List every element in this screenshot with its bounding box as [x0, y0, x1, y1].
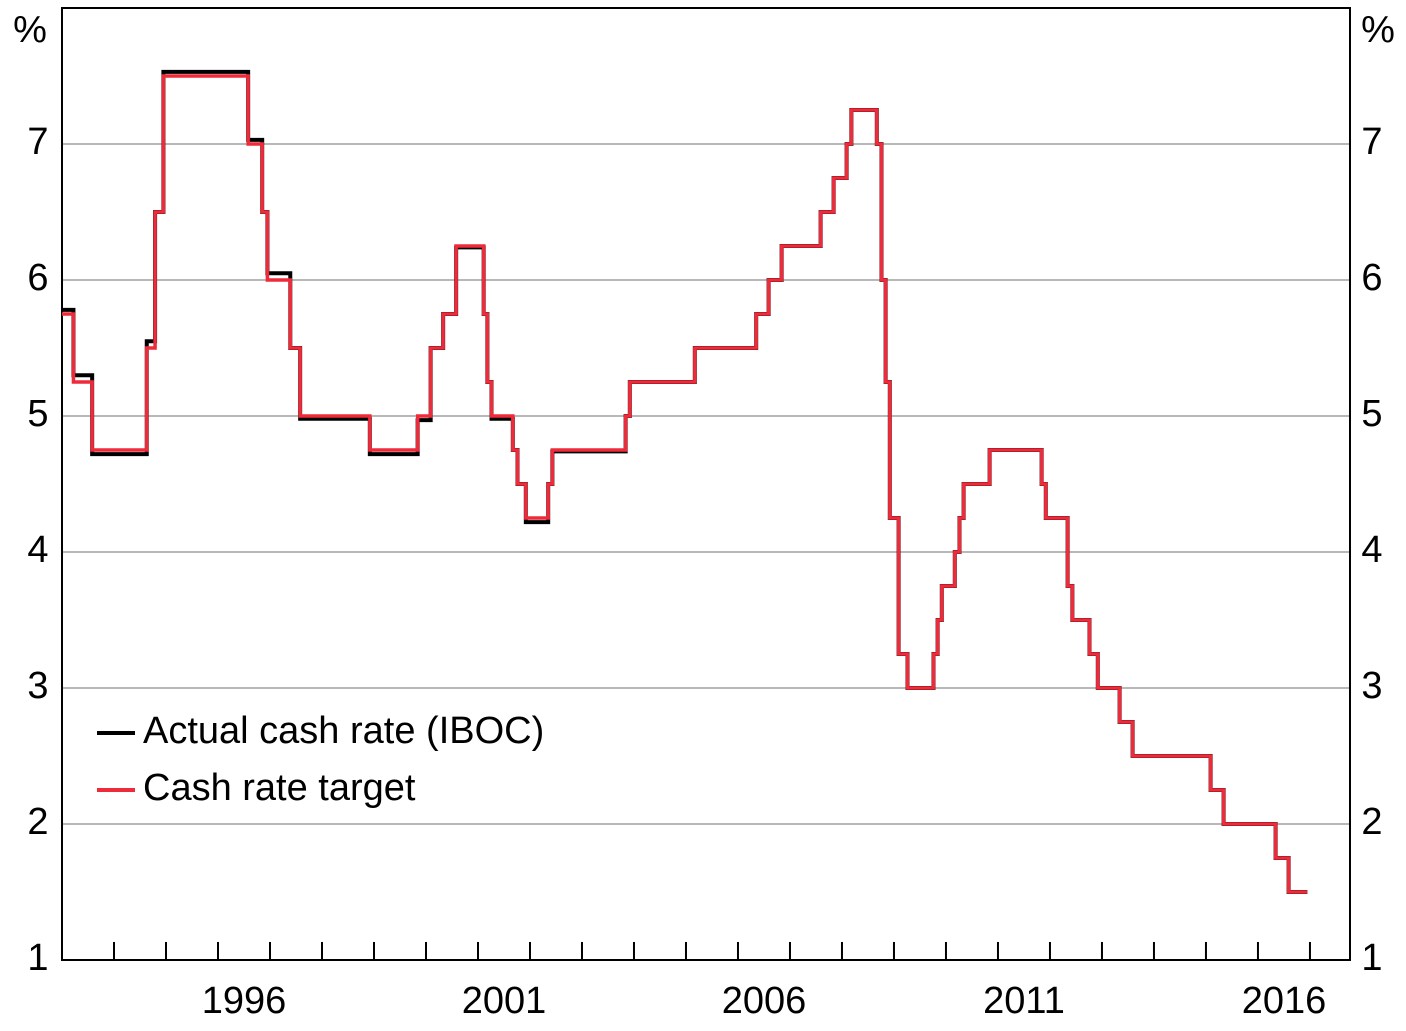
y2-tick-label: 4: [1361, 529, 1382, 571]
series-line: [62, 74, 1308, 894]
x-tick-label: 1996: [202, 980, 287, 1022]
y-tick-label: 2: [27, 801, 48, 843]
y2-tick-label: 1: [1361, 937, 1382, 979]
y-tick-label: 6: [27, 257, 48, 299]
y-unit-label: %: [13, 9, 47, 51]
x-tick-label: 2011: [983, 980, 1065, 1022]
y2-tick-label: 7: [1361, 121, 1382, 163]
y2-unit-label: %: [1361, 9, 1395, 51]
y2-tick-label: 6: [1361, 257, 1382, 299]
y-tick-label: 4: [27, 529, 48, 571]
y2-tick-label: 5: [1361, 393, 1382, 435]
y2-tick-label: 3: [1361, 665, 1382, 707]
y2-tick-label: 2: [1361, 801, 1382, 843]
x-tick-label: 2016: [1242, 980, 1327, 1022]
y-tick-label: 7: [27, 121, 48, 163]
legend-label: Cash rate target: [143, 767, 416, 809]
x-tick-label: 2001: [462, 980, 547, 1022]
legend-label: Actual cash rate (IBOC): [143, 710, 544, 752]
plot-frame: [61, 7, 1351, 961]
y-tick-label: 1: [27, 937, 48, 979]
x-tick-label: 2006: [722, 980, 807, 1022]
y-tick-label: 5: [27, 393, 48, 435]
y-tick-label: 3: [27, 665, 48, 707]
